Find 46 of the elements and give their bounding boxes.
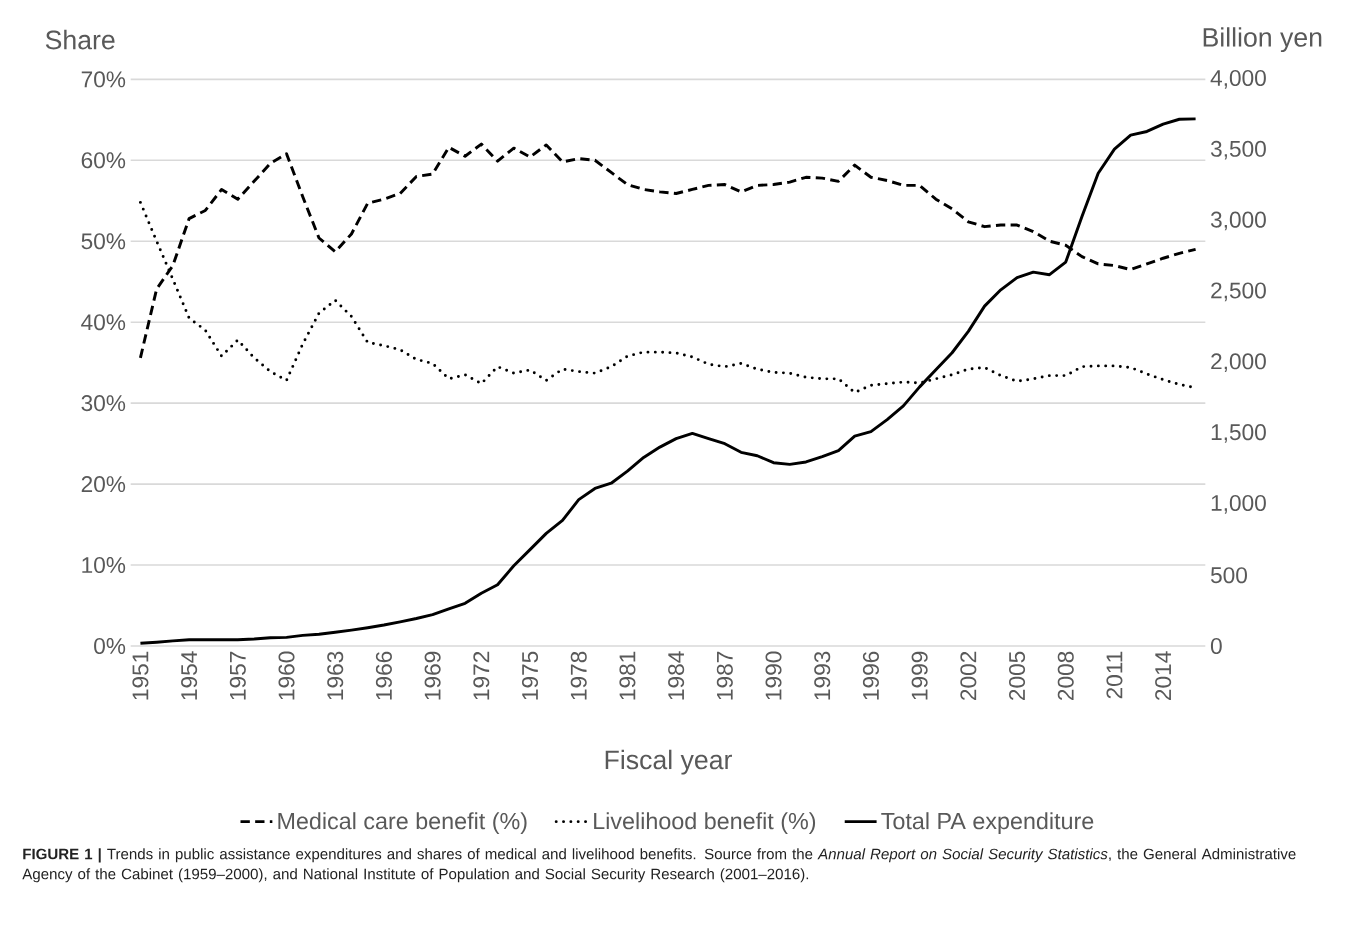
x-tick-label: 1972 xyxy=(473,651,490,700)
x-tick-label: 1957 xyxy=(229,651,246,700)
x-tick-label: 1975 xyxy=(522,651,539,700)
x-tick-label: 1996 xyxy=(862,651,879,700)
x-tick-label: 1969 xyxy=(424,651,441,700)
legend-label: Total PA expenditure xyxy=(881,812,1094,834)
x-tick-label: 2002 xyxy=(960,651,977,700)
y2-tick-label: 2,000 xyxy=(1211,353,1266,373)
x-tick-label: 1951 xyxy=(132,651,149,700)
y-tick-label: 40% xyxy=(81,314,126,331)
x-tick-label: 2005 xyxy=(1009,651,1026,700)
x-tick-label: 1978 xyxy=(570,651,587,700)
text: FIGURE 1 | Trends in public assistance expenditures and shares of medical and livelihood benefits. Source from the Annual Report on Social Security Statistics, the General Administrative Agency of the Cabinet (1959–2000), and National Institute of Population and Social Security Research (2001–2016). xyxy=(22,848,1296,883)
y2-tick-label: 3,500 xyxy=(1210,140,1266,160)
y-tick-label: 10% xyxy=(82,557,126,574)
x-tick-label: 2014 xyxy=(1155,651,1172,700)
x-tick-label: 1990 xyxy=(765,651,782,700)
y2-tick-label: 1,000 xyxy=(1211,494,1266,514)
y-tick-label: 30% xyxy=(81,395,126,412)
x-tick-label: 2008 xyxy=(1057,651,1074,700)
y2-tick-label: 4,000 xyxy=(1210,69,1266,89)
y-tick-label: 60% xyxy=(81,152,126,169)
x-tick-label: 1993 xyxy=(814,651,831,700)
y-axis-title: Share xyxy=(45,29,115,50)
x-tick-label: 1999 xyxy=(911,651,928,700)
y2-tick-label: 500 xyxy=(1210,567,1247,584)
legend-label: Livelihood benefit (%) xyxy=(594,812,816,834)
x-tick-label: 1954 xyxy=(181,651,198,700)
x-tick-label: 1960 xyxy=(278,651,295,700)
x-tick-label: 1981 xyxy=(619,651,636,700)
y-tick-label: 50% xyxy=(81,233,126,250)
y2-tick-label: 0 xyxy=(1210,637,1222,655)
x-tick-label: 1966 xyxy=(375,651,392,700)
x-tick-label: 1984 xyxy=(668,651,685,700)
y-tick-label: 70% xyxy=(81,71,126,88)
legend-label: Medical care benefit (%) xyxy=(278,812,527,834)
y2-tick-label: 2,500 xyxy=(1211,282,1266,302)
x-tick-label: 2011 xyxy=(1106,651,1123,699)
x-tick-label: 1987 xyxy=(716,651,733,700)
x-tick-label: 1963 xyxy=(327,651,344,700)
y2-tick-label: 1,500 xyxy=(1211,424,1266,443)
y-tick-label: 20% xyxy=(81,476,126,493)
y-tick-label: 0% xyxy=(94,637,126,655)
y2-axis-title: Billion yen xyxy=(1203,27,1322,53)
x-axis-title: Fiscal year xyxy=(605,749,732,775)
y2-tick-label: 3,000 xyxy=(1210,211,1266,231)
